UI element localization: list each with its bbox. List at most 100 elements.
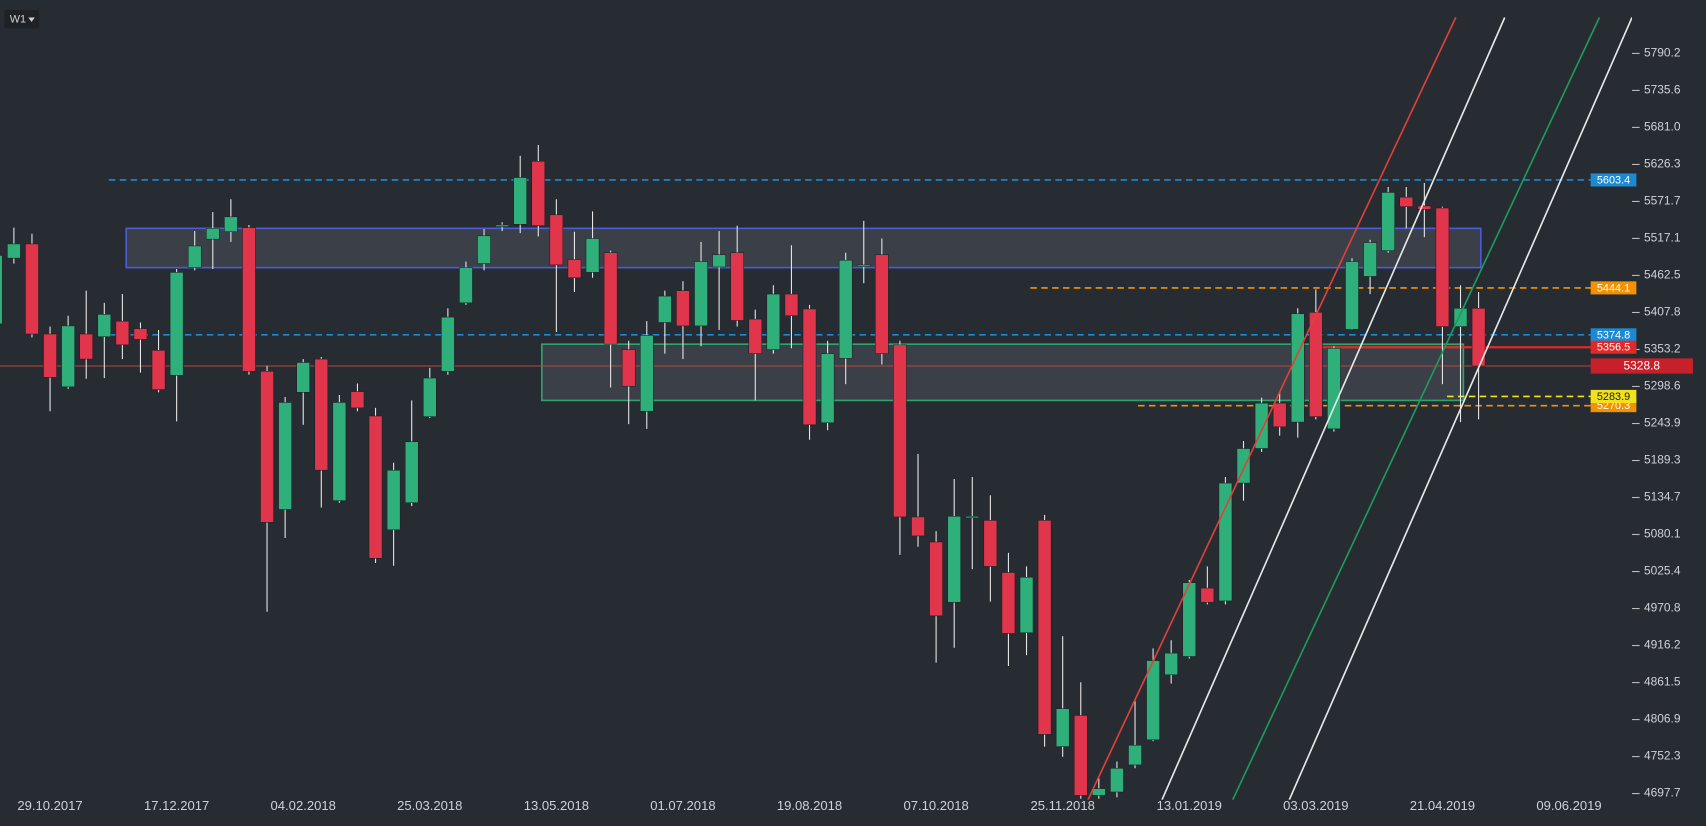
y-tick-label: 5681.0 — [1644, 120, 1681, 134]
candle-body — [730, 252, 744, 321]
y-tick-label: 5407.8 — [1644, 305, 1681, 319]
candle-body — [495, 224, 509, 227]
candle-body — [1110, 768, 1124, 793]
candle-body — [658, 295, 672, 323]
price-tag — [1590, 340, 1637, 354]
candle-body — [875, 254, 889, 354]
y-tick-label: 4806.9 — [1644, 712, 1681, 726]
candle-body — [224, 216, 238, 232]
y-tick-label: 4752.3 — [1644, 749, 1681, 763]
y-tick-label: 5462.5 — [1644, 268, 1681, 282]
candle-body — [603, 252, 618, 345]
candle-body — [278, 402, 292, 510]
y-tick-label: 5626.3 — [1644, 157, 1681, 171]
candle-body — [0, 255, 3, 325]
candle-body — [766, 293, 781, 350]
y-tick-label: 4970.8 — [1644, 601, 1681, 615]
x-tick-label: 25.03.2018 — [397, 798, 462, 813]
candle-body — [1019, 576, 1034, 634]
y-tick-label: 5517.1 — [1644, 231, 1681, 245]
candle-body — [25, 243, 39, 335]
x-tick-label: 09.06.2019 — [1536, 798, 1601, 813]
candle-body — [205, 228, 220, 240]
candle-body — [1218, 482, 1233, 602]
candle-body — [350, 391, 365, 409]
candle-body — [639, 335, 654, 412]
candle-body — [1164, 652, 1178, 676]
candle-body — [1399, 196, 1414, 207]
candle-body — [133, 328, 148, 340]
x-tick-label: 03.03.2019 — [1283, 798, 1348, 813]
candle-body — [983, 520, 998, 567]
candle-body — [802, 308, 817, 426]
candle-body — [368, 415, 383, 559]
candle-body — [1073, 715, 1088, 796]
candle-body — [1001, 572, 1016, 634]
candle-body — [477, 235, 491, 264]
x-tick-label: 13.01.2019 — [1157, 798, 1222, 813]
y-tick-label: 5790.2 — [1644, 46, 1681, 60]
candle-body — [549, 214, 564, 266]
y-tick-label: 4697.7 — [1644, 786, 1681, 800]
candle-body — [1128, 744, 1142, 766]
candle-body — [856, 264, 871, 267]
x-tick-label: 13.05.2018 — [524, 798, 589, 813]
candle-body — [531, 160, 546, 226]
candle-body — [7, 243, 21, 259]
candle-body — [1055, 708, 1070, 747]
candle-body — [422, 377, 437, 417]
price-tag-label: 5374.8 — [1597, 329, 1630, 341]
candle-body — [242, 227, 256, 372]
y-tick-label: 5353.2 — [1644, 342, 1681, 356]
candle-body — [911, 516, 925, 537]
x-tick-label: 21.04.2019 — [1410, 798, 1475, 813]
price-tag-label: 5356.5 — [1597, 342, 1630, 354]
candle-body — [1200, 587, 1215, 603]
y-tick-label: 5571.7 — [1644, 194, 1681, 208]
candle-body — [79, 333, 94, 360]
zone — [541, 343, 1465, 402]
trend-line — [1231, 17, 1601, 800]
price-tag — [1590, 389, 1637, 403]
y-tick-label: 5735.6 — [1644, 83, 1681, 97]
price-tag-label: 5283.9 — [1597, 391, 1630, 403]
candle-body — [97, 314, 112, 338]
candle-body — [567, 259, 582, 279]
candle-body — [115, 320, 130, 346]
timeframe-box[interactable] — [4, 9, 40, 29]
y-tick-label: 5080.1 — [1644, 527, 1681, 541]
candle-body — [1037, 520, 1052, 735]
x-tick-label: 25.11.2018 — [1031, 798, 1095, 813]
candle-body — [712, 254, 726, 268]
x-tick-label: 01.07.2018 — [650, 798, 715, 813]
candle-body — [947, 515, 961, 603]
candle-body — [820, 353, 835, 424]
timeframe-selector[interactable]: W1 — [4, 9, 40, 29]
candle-body — [1327, 347, 1341, 430]
candle-body — [676, 290, 690, 327]
x-tick-label: 17.12.2017 — [144, 798, 209, 813]
candle-body — [260, 371, 274, 523]
candle-body — [314, 358, 329, 471]
zone — [125, 227, 1482, 269]
candle-body — [784, 293, 799, 317]
candle-body — [459, 267, 473, 304]
candle-body — [748, 318, 763, 354]
timeframe-label[interactable]: W1 — [10, 14, 26, 26]
candle-body — [169, 272, 184, 376]
axes: 5790.2 5735.6 5681.0 5626.3 5571.7 5517.1 5462… — [17, 46, 1681, 813]
dropdown-arrow[interactable] — [28, 17, 35, 22]
candle-body — [838, 259, 853, 359]
candle-body — [1309, 312, 1323, 417]
x-tick-label: 29.10.2017 — [17, 798, 82, 813]
candle-body — [296, 362, 311, 393]
candle-body — [1417, 205, 1432, 210]
last-price-label: 5328.8 — [1624, 359, 1661, 373]
candle-body — [43, 333, 57, 378]
candle-body — [1345, 261, 1359, 330]
candle-body — [404, 441, 419, 503]
candle-body — [621, 349, 636, 387]
